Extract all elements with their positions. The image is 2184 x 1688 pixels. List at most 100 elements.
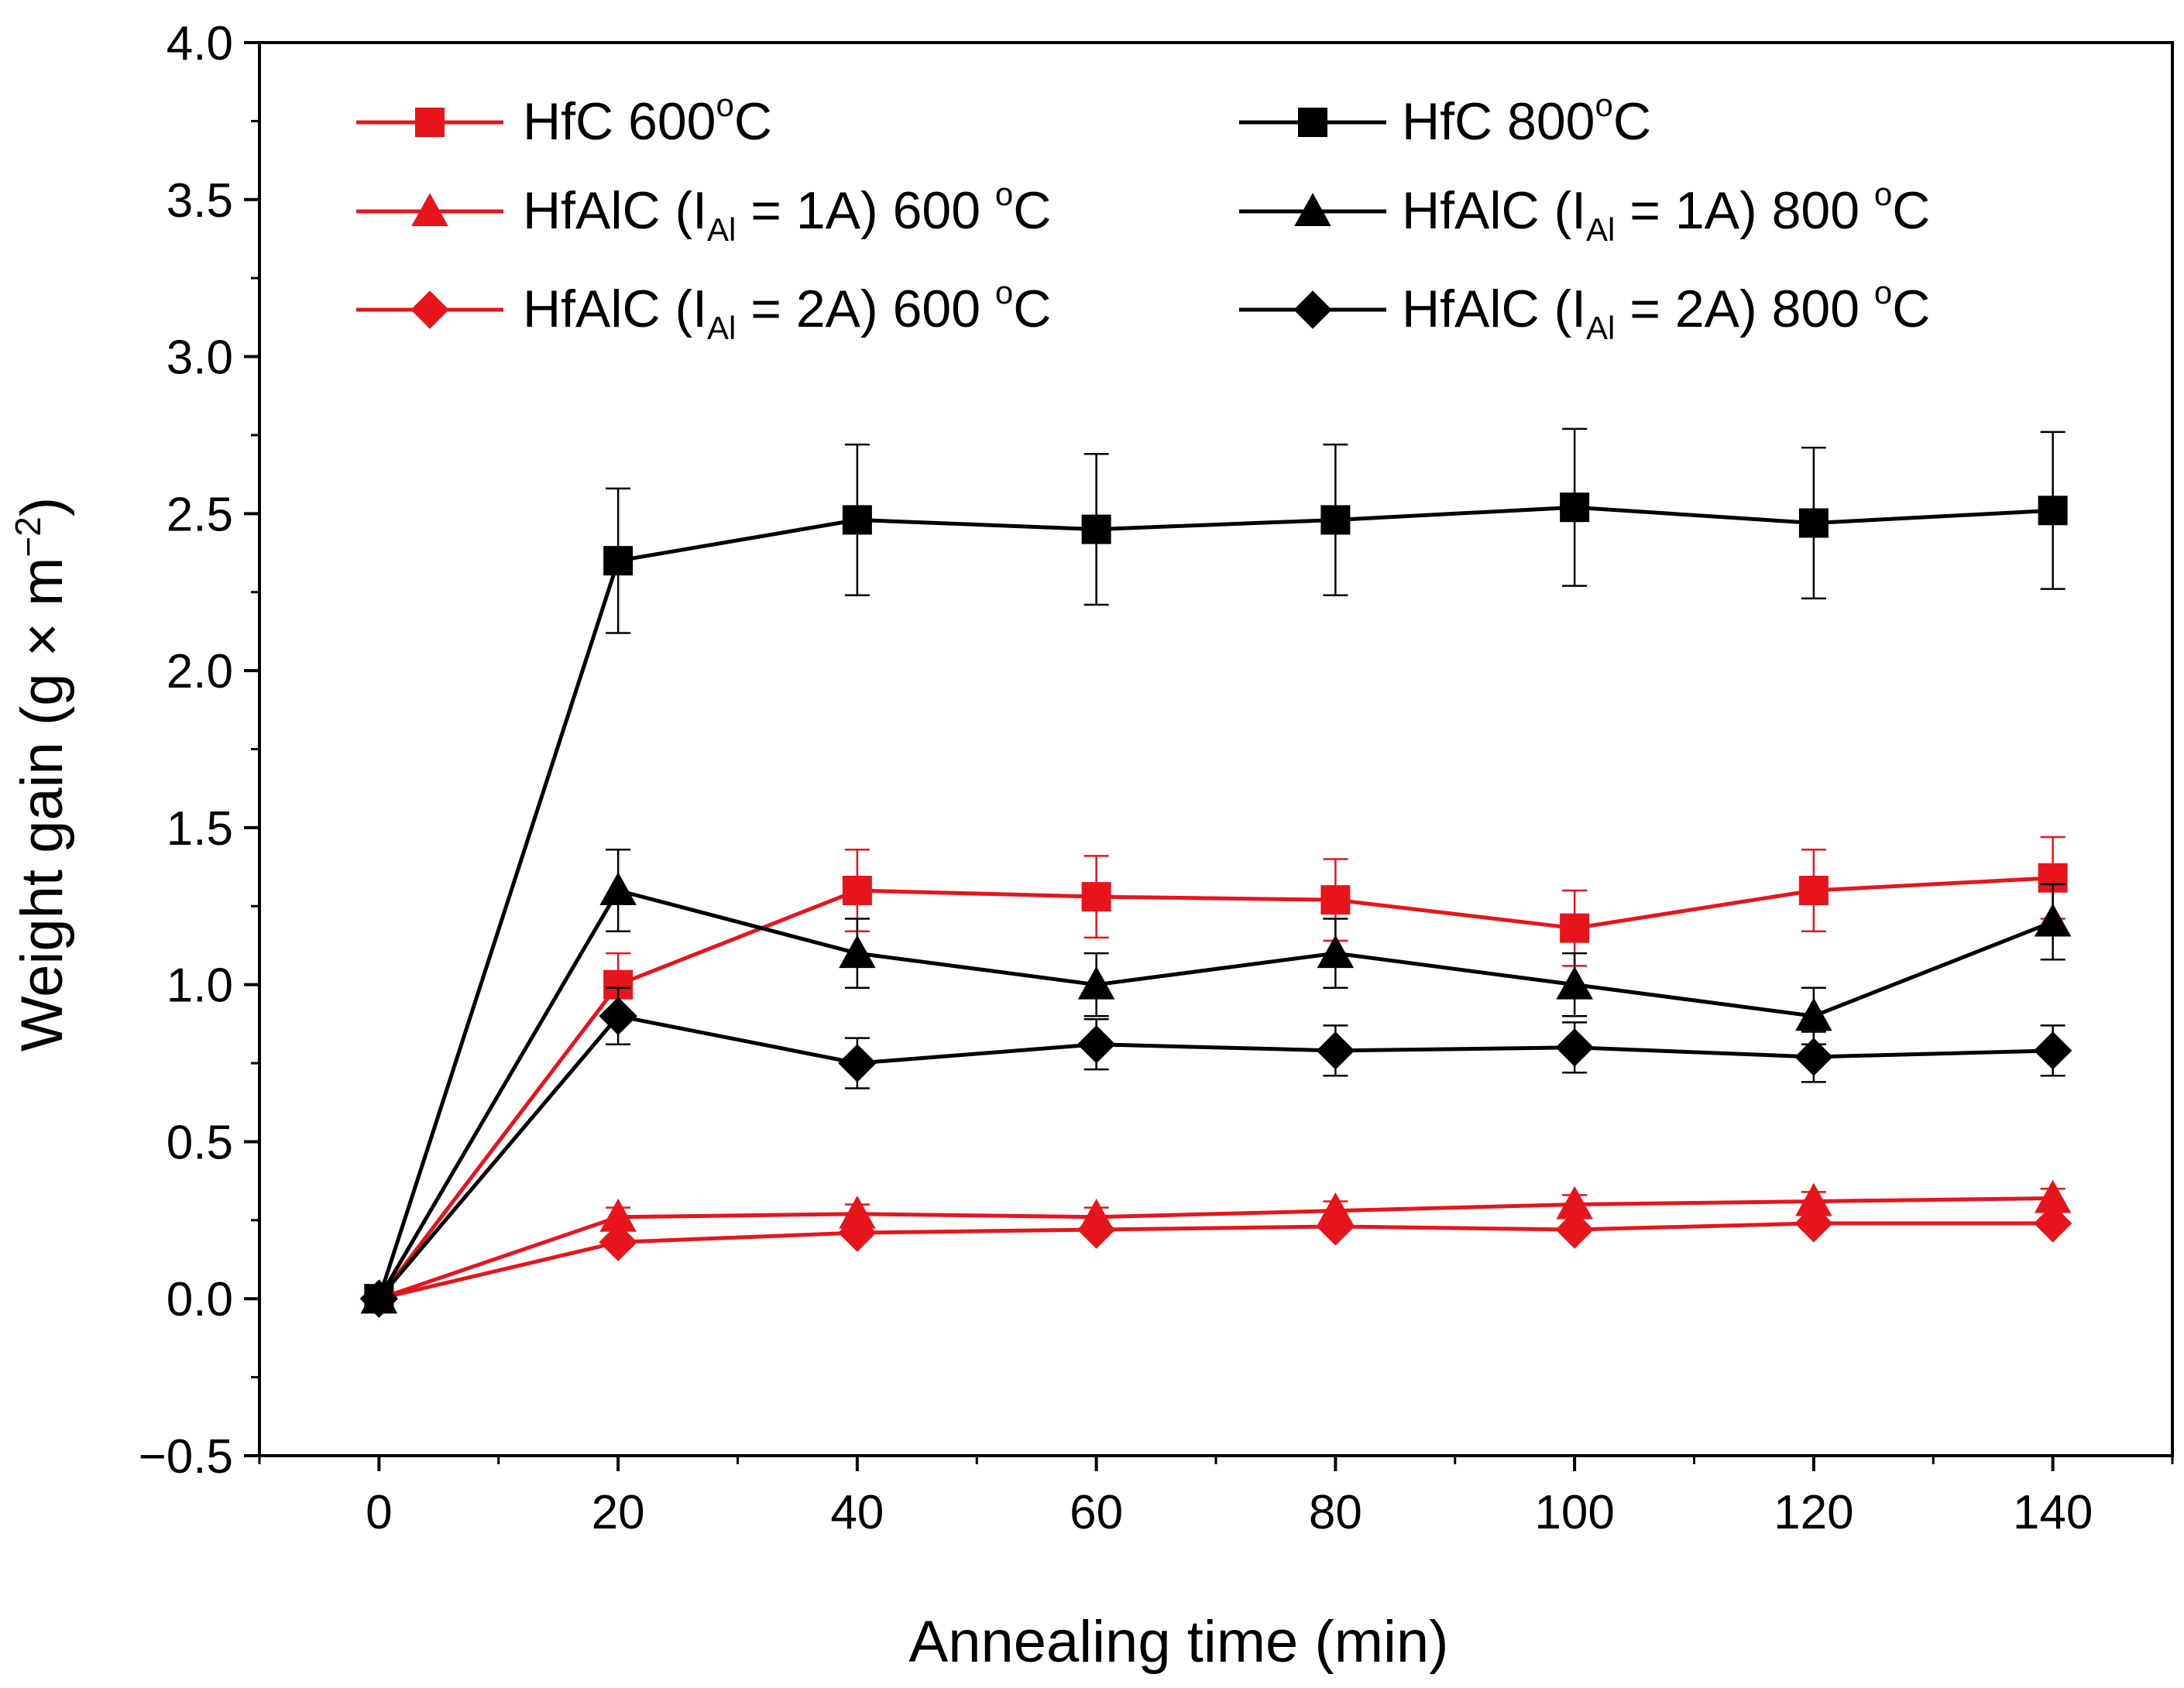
data-point <box>2033 1204 2072 1243</box>
y-tick-label: 3.5 <box>167 174 233 228</box>
legend-label-part: Al <box>1586 211 1615 248</box>
x-tick-label: 140 <box>2013 1486 2093 1539</box>
x-tick-label: 20 <box>592 1486 645 1539</box>
legend-label-part: HfAlC (I <box>1402 280 1586 338</box>
legend-label: HfC 600oC <box>523 87 772 151</box>
data-point <box>2033 1031 2072 1070</box>
data-point <box>1320 505 1351 535</box>
legend-label-part: C <box>1613 92 1651 151</box>
plot-border <box>258 41 2174 1457</box>
y-tick-label: 1.5 <box>167 802 233 856</box>
data-point <box>842 505 872 535</box>
legend-marker <box>1293 290 1332 329</box>
legend-label-part: HfC 800 <box>1402 92 1595 151</box>
data-point <box>1798 508 1829 538</box>
legend-label-part: = 2A) 600 <box>736 280 995 338</box>
y-tick-label: 2.5 <box>167 488 233 541</box>
legend-label: HfAlC (IAl = 1A) 800 oC <box>1402 176 1930 248</box>
data-point <box>1795 997 1832 1031</box>
y-axis-title-sup: −2 <box>8 516 48 557</box>
data-point <box>1081 882 1111 912</box>
data-point <box>1317 935 1355 969</box>
series-line <box>378 1221 2053 1301</box>
data-point <box>1316 1031 1355 1070</box>
legend-label-part: = 1A) 800 <box>1615 181 1874 240</box>
legend-label-part: HfAlC (I <box>1402 181 1586 240</box>
data-point <box>1560 913 1590 943</box>
legend-entry-3: HfAlC (IAl = 1A) 600 oC <box>356 176 1051 248</box>
data-point <box>1077 1210 1116 1249</box>
legend-label: HfAlC (IAl = 2A) 600 oC <box>523 274 1051 346</box>
legend-entry-5: HfAlC (IAl = 2A) 600 oC <box>356 274 1051 346</box>
legend-label-part: Al <box>1586 310 1615 346</box>
x-tick-label: 40 <box>830 1486 884 1539</box>
data-point <box>1320 885 1351 915</box>
data-point <box>1077 1025 1116 1064</box>
data-point <box>2034 903 2072 937</box>
legend-label-part: C <box>1892 181 1930 240</box>
y-tick-label: 0.5 <box>167 1116 233 1169</box>
legend-marker <box>1298 108 1327 137</box>
data-point <box>1081 514 1111 544</box>
legend-label-part: Al <box>707 211 736 248</box>
data-point <box>599 872 637 905</box>
data-point <box>838 1213 877 1252</box>
x-tick-label: 0 <box>366 1486 392 1539</box>
legend-marker <box>411 193 448 226</box>
legend-label-part: o <box>716 87 733 123</box>
data-point <box>839 1195 876 1229</box>
data-point <box>1795 1182 1832 1216</box>
series-line <box>377 1014 2053 1300</box>
legend-label-part: C <box>1013 181 1051 240</box>
legend-label-part: HfC 600 <box>523 92 716 151</box>
series-line <box>377 876 2053 1300</box>
data-point <box>1798 876 1829 905</box>
data-point <box>839 935 876 969</box>
data-point <box>2034 1179 2072 1213</box>
legend-label-part: = 2A) 800 <box>1615 280 1874 338</box>
legend-label-part: o <box>1595 87 1612 123</box>
data-point <box>1560 492 1590 523</box>
data-point <box>1316 1207 1355 1246</box>
axes-ticks <box>244 41 2174 1471</box>
data-point <box>838 1044 877 1082</box>
legend-entry-2: HfC 800oC <box>1239 87 1651 151</box>
tick-labels: 0 20 40 60 80 100 120 140 −0.5 0.0 0.5 1.0 1.5 2.0 2.5… <box>139 17 2093 1539</box>
data-point <box>1556 966 1593 1000</box>
data-point <box>599 997 637 1035</box>
y-axis-title-close: ) <box>9 497 75 516</box>
legend-entry-1: HfC 600oC <box>356 87 772 151</box>
series-line <box>377 888 2054 1300</box>
data-point <box>603 546 634 576</box>
series-6 <box>359 986 2072 1318</box>
y-tick-label: 2.0 <box>167 645 233 698</box>
data-point <box>842 876 872 905</box>
data-point <box>1555 1028 1594 1067</box>
series-2 <box>364 427 2068 1314</box>
legend-label: HfAlC (IAl = 2A) 800 oC <box>1402 274 1930 346</box>
x-tick-label: 60 <box>1070 1486 1123 1539</box>
y-tick-label: 3.0 <box>167 331 233 385</box>
data-point <box>359 1279 399 1318</box>
data-point <box>1556 1185 1593 1220</box>
y-axis-title-main: Weight gain (g × m <box>9 558 75 1052</box>
x-axis-title: Annealing time (min) <box>909 1609 1449 1675</box>
legend-marker <box>1294 193 1331 226</box>
plot-frame <box>258 41 2174 1457</box>
legend-label-part: o <box>1874 274 1892 310</box>
legend-label-part: Al <box>707 310 736 346</box>
y-tick-label: −0.5 <box>139 1430 233 1484</box>
series-layer <box>359 427 2072 1318</box>
legend-label-part: = 1A) 600 <box>736 181 995 240</box>
y-axis-title: Weight gain (g × m−2) <box>8 497 75 1052</box>
x-tick-label: 120 <box>1774 1486 1853 1539</box>
data-point <box>1555 1210 1594 1249</box>
data-point <box>1077 966 1115 1000</box>
legend-label-part: o <box>1874 176 1892 212</box>
legend-label: HfC 800oC <box>1402 87 1651 151</box>
legend-marker <box>415 108 445 137</box>
y-tick-label: 1.0 <box>167 959 233 1013</box>
legend-marker <box>410 290 449 329</box>
series-line <box>376 505 2053 1299</box>
